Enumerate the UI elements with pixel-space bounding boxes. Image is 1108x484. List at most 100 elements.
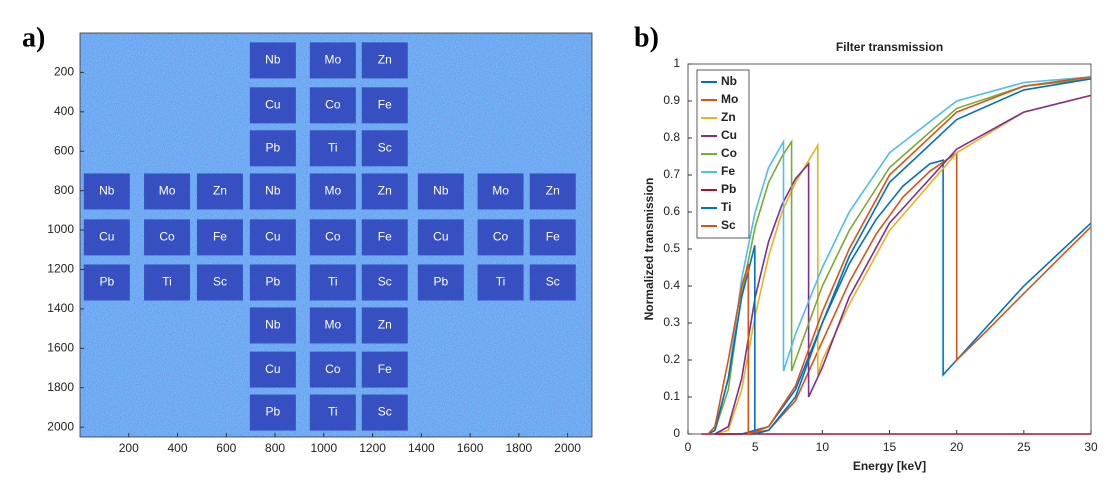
y-tick-label: 0 [673, 426, 680, 440]
filter-label: Zn [546, 184, 560, 198]
filter-square [83, 219, 130, 256]
filter-square [361, 219, 408, 256]
filter-label: Co [159, 230, 175, 244]
filter-label: Cu [265, 362, 280, 376]
y-tick-label: 1000 [47, 222, 74, 236]
axes-frame [79, 32, 593, 438]
y-tick-label: 0.8 [663, 130, 680, 144]
filter-square [529, 219, 576, 256]
filter-square [249, 307, 296, 344]
filter-square [477, 219, 524, 256]
x-tick-label: 10 [816, 440, 830, 454]
filter-label: Sc [378, 275, 392, 289]
x-tick-label: 1400 [408, 441, 435, 455]
series-line [714, 94, 1092, 435]
x-axis-label: Energy [keV] [853, 459, 926, 473]
filter-label: Zn [378, 184, 392, 198]
x-tick-label: 200 [119, 441, 139, 455]
panel-a: a) 200 400 600 800 1000 1200 1400 1600 1800 2000 20… [22, 22, 593, 455]
y-tick-label: 0.4 [663, 278, 680, 292]
filter-label: Nb [265, 53, 281, 67]
filter-label: Zn [378, 53, 392, 67]
filter-label: Ti [496, 275, 506, 289]
x-tick-label: 400 [168, 441, 188, 455]
y-tick-label: 0.9 [663, 93, 680, 107]
panel-label: a) [22, 22, 45, 53]
filter-square [144, 173, 191, 210]
filter-square [361, 351, 408, 388]
filter-square [361, 130, 408, 167]
y-tick-label: 0.7 [663, 167, 680, 181]
filter-label: Sc [213, 275, 227, 289]
filter-square [529, 173, 576, 210]
filter-square [309, 264, 356, 301]
filter-square [309, 130, 356, 167]
legend-box [696, 69, 750, 239]
y-tick-label: 1200 [47, 262, 74, 276]
filter-square [309, 173, 356, 210]
filter-label: Sc [546, 275, 560, 289]
x-tick-label: 2000 [554, 441, 581, 455]
filter-square [309, 394, 356, 431]
series-line [707, 76, 1092, 436]
y-tick-label: 600 [54, 143, 74, 157]
filter-label: Nb [265, 318, 281, 332]
filter-label: Pb [266, 405, 281, 419]
filter-square [529, 264, 576, 301]
legend-label: Ti [721, 200, 731, 214]
filter-label: Pb [433, 275, 448, 289]
filter-label: Ti [328, 140, 338, 154]
filter-label: Pb [99, 275, 114, 289]
legend-label: Zn [721, 110, 736, 124]
x-tick-label: 25 [1017, 440, 1031, 454]
x-tick-label: 1000 [310, 441, 337, 455]
y-tick-label: 1400 [47, 301, 74, 315]
filter-label: Fe [546, 230, 560, 244]
y-tick-label: 0.1 [663, 389, 680, 403]
filter-square [361, 87, 408, 124]
legend-label: Nb [721, 74, 737, 88]
filter-label: Mo [492, 184, 509, 198]
filter-label: Pb [266, 140, 281, 154]
filter-label: Co [325, 362, 341, 376]
y-tick-label: 1800 [47, 380, 74, 394]
filter-label: Ti [328, 275, 338, 289]
filter-label: Co [325, 97, 341, 111]
series-line [714, 151, 1092, 435]
panel-b: b) Filter transmission Energy [keV] Normali… [634, 22, 1098, 473]
filter-label: Zn [378, 318, 392, 332]
filter-square [83, 264, 130, 301]
filter-square [361, 307, 408, 344]
y-tick-label: 1 [673, 56, 680, 70]
y-tick-label: 2000 [47, 419, 74, 433]
filter-square [249, 42, 296, 79]
filter-label: Mo [324, 318, 341, 332]
filter-label: Fe [213, 230, 227, 244]
filter-label: Pb [266, 275, 281, 289]
legend-label: Cu [721, 128, 737, 142]
filter-square [361, 394, 408, 431]
series-line [714, 159, 1092, 435]
filter-label: Sc [378, 140, 392, 154]
filter-label: Co [325, 230, 341, 244]
filter-label: Cu [433, 230, 448, 244]
legend-label: Mo [721, 92, 738, 106]
panel-label: b) [634, 22, 659, 53]
x-tick-label: 1800 [506, 441, 533, 455]
filter-square [361, 264, 408, 301]
filter-square [249, 394, 296, 431]
filter-label: Mo [159, 184, 176, 198]
y-tick-label: 0.3 [663, 315, 680, 329]
filter-square [144, 219, 191, 256]
filter-square [249, 264, 296, 301]
filter-square [477, 264, 524, 301]
series-line [707, 76, 1092, 435]
filter-label: Ti [162, 275, 172, 289]
filter-square [196, 264, 243, 301]
filter-label: Nb [265, 184, 281, 198]
filter-square [361, 42, 408, 79]
filter-label: Nb [433, 184, 449, 198]
x-tick-label: 5 [752, 440, 759, 454]
series-line [707, 78, 1092, 436]
